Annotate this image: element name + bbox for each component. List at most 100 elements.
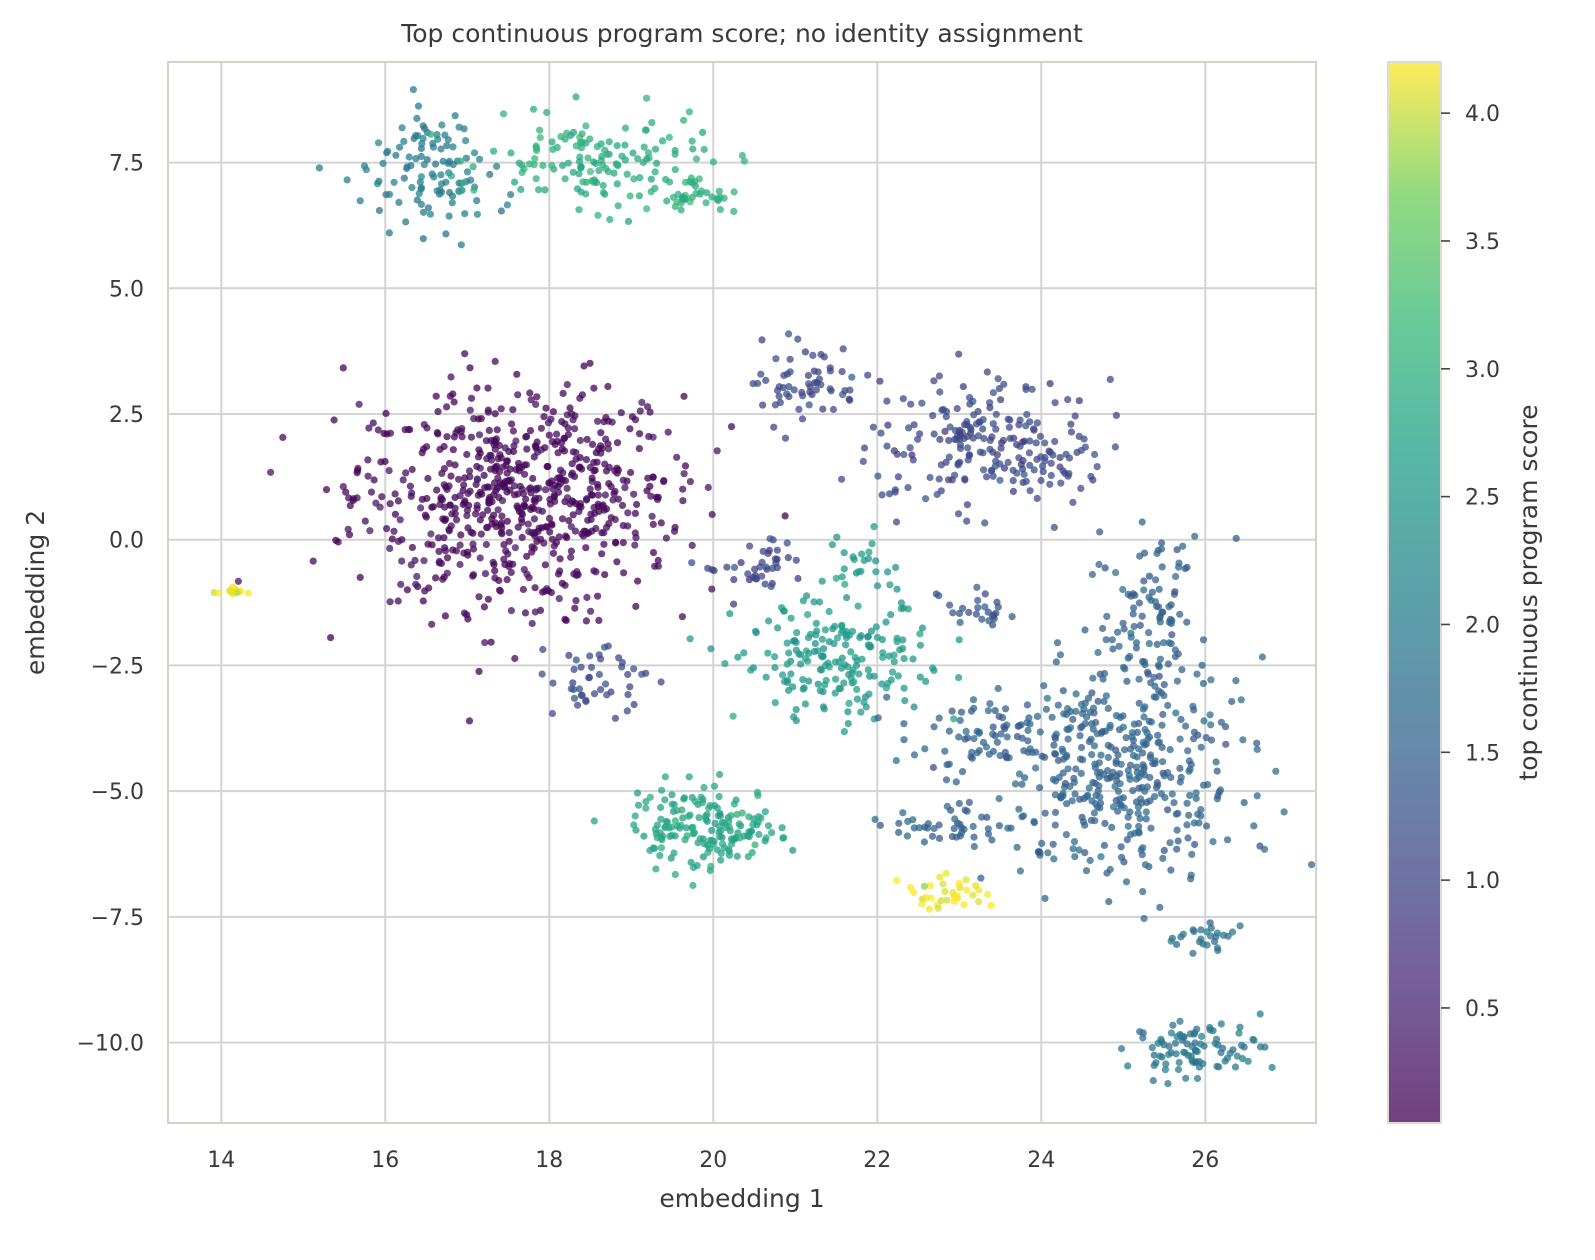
scatter-point (365, 424, 373, 432)
scatter-point (860, 444, 869, 452)
scatter-point (799, 597, 808, 605)
scatter-point (446, 501, 454, 509)
scatter-point (644, 474, 652, 482)
scatter-point (1054, 701, 1062, 709)
scatter-point (1168, 631, 1176, 639)
scatter-point (730, 835, 738, 843)
scatter-point (385, 467, 393, 475)
scatter-point (543, 108, 551, 117)
scatter-point (952, 833, 961, 841)
scatter-point (832, 574, 840, 582)
scatter-point (432, 574, 440, 582)
scatter-point (838, 368, 846, 376)
scatter-point (745, 576, 754, 584)
scatter-point (814, 680, 822, 688)
scatter-point (992, 425, 1000, 433)
scatter-point (568, 460, 576, 468)
scatter-point (1122, 878, 1131, 886)
scatter-point (778, 671, 787, 679)
scatter-point (577, 691, 586, 700)
scatter-point (1169, 1021, 1177, 1029)
scatter-point (711, 819, 719, 828)
scatter-point (957, 708, 966, 716)
scatter-point (787, 614, 795, 622)
scatter-point (1106, 865, 1114, 874)
scatter-point (612, 538, 620, 547)
scatter-point (715, 187, 723, 195)
scatter-point (582, 456, 591, 464)
scatter-point (483, 455, 491, 463)
scatter-point (652, 865, 660, 873)
scatter-point (346, 502, 354, 510)
scatter-point (721, 660, 729, 668)
scatter-point (1193, 1048, 1201, 1056)
scatter-point (535, 186, 543, 194)
scatter-point (920, 882, 929, 890)
scatter-point (907, 400, 915, 408)
scatter-point (648, 512, 656, 520)
scatter-point (500, 541, 508, 549)
scatter-point (890, 658, 898, 666)
scatter-point (1140, 766, 1148, 774)
scatter-point (636, 430, 644, 438)
scatter-point (510, 482, 518, 490)
scatter-point (1183, 799, 1191, 807)
scatter-point (654, 493, 662, 501)
scatter-point (567, 553, 575, 561)
scatter-point (773, 564, 781, 572)
scatter-point (1256, 1010, 1264, 1018)
scatter-point (882, 618, 890, 626)
scatter-point (896, 646, 904, 654)
scatter-point (687, 858, 695, 867)
scatter-point (955, 350, 963, 358)
scatter-point (922, 495, 930, 503)
scatter-point (1091, 450, 1099, 459)
scatter-point (892, 563, 900, 572)
scatter-point (1217, 1020, 1225, 1028)
scatter-point (228, 588, 236, 596)
scatter-point (332, 536, 340, 544)
scatter-point (402, 469, 410, 477)
scatter-point (1041, 439, 1049, 447)
scatter-point (1165, 618, 1173, 626)
scatter-point (1043, 694, 1051, 702)
scatter-point (519, 585, 528, 594)
scatter-point (651, 168, 659, 176)
scatter-point (838, 573, 846, 581)
scatter-point (1023, 410, 1031, 418)
scatter-point (945, 436, 953, 445)
scatter-point (1137, 846, 1145, 854)
scatter-point (1203, 928, 1211, 936)
scatter-point (1232, 677, 1240, 685)
scatter-point (959, 604, 967, 612)
scatter-point (503, 201, 511, 209)
scatter-point (477, 415, 485, 423)
scatter-point (548, 161, 556, 170)
scatter-point (634, 577, 642, 585)
scatter-point (613, 558, 621, 566)
scatter-point (1101, 564, 1109, 572)
scatter-point (688, 541, 696, 550)
scatter-point (1022, 422, 1030, 430)
scatter-point (1080, 435, 1088, 443)
scatter-point (950, 897, 959, 906)
scatter-point (916, 673, 924, 681)
scatter-point (604, 382, 612, 391)
scatter-point (980, 434, 988, 443)
scatter-point (764, 649, 772, 657)
scatter-point (465, 717, 474, 725)
scatter-point (677, 206, 685, 214)
scatter-point (811, 640, 820, 648)
colorbar-tick-label: 2.5 (1465, 486, 1500, 511)
scatter-point (827, 387, 835, 395)
scatter-point (473, 210, 481, 218)
x-tick-label: 22 (863, 1148, 891, 1173)
scatter-point (631, 812, 639, 820)
scatter-point (965, 798, 973, 807)
scatter-point (730, 207, 738, 215)
scatter-point (1198, 661, 1206, 669)
scatter-point (1135, 784, 1143, 792)
scatter-point (825, 607, 833, 616)
scatter-point (1144, 668, 1152, 676)
scatter-point (759, 547, 767, 556)
